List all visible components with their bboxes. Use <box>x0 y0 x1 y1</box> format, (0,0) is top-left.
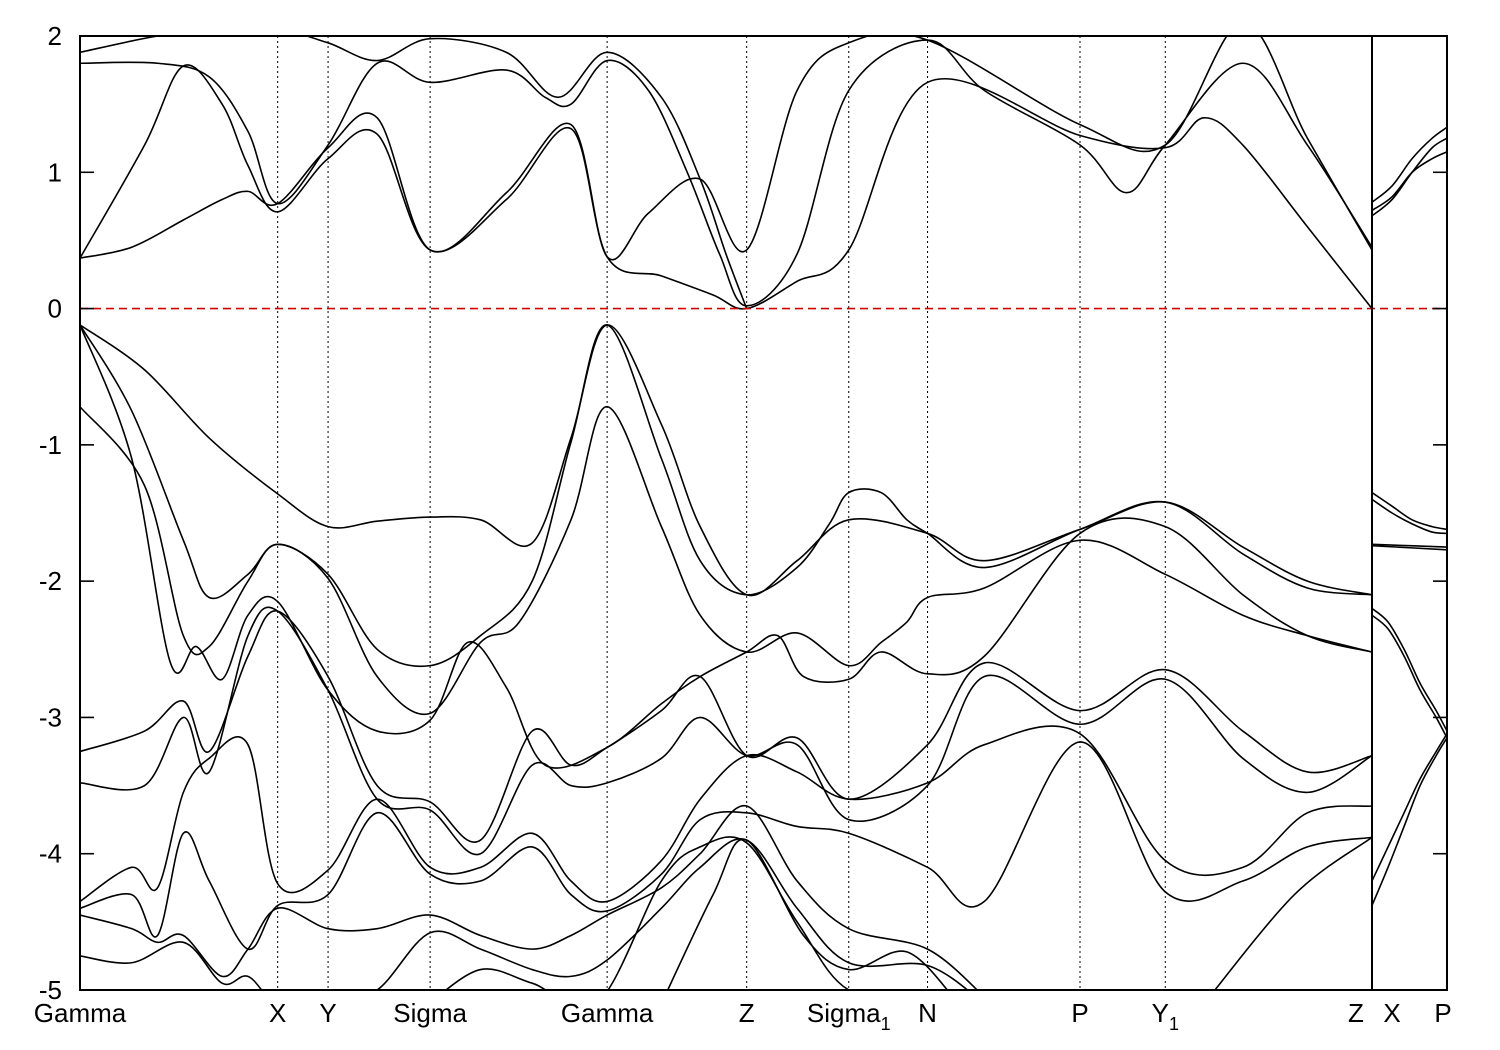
x-tick-label-3: Sigma <box>393 998 467 1028</box>
band-line-14 <box>444 836 851 990</box>
band-line-12 <box>80 805 979 990</box>
x-tick-label-0: Gamma <box>34 998 127 1028</box>
band-line-2 <box>80 39 1373 307</box>
band-line-23 <box>1371 544 1447 551</box>
band-line-15 <box>666 838 949 990</box>
band-line-13 <box>80 838 969 990</box>
x-tick-label-9: Y1 <box>1152 998 1179 1034</box>
plot-frame <box>79 35 1448 991</box>
band-line-6 <box>80 405 1373 716</box>
y-tick-label-3: -1 <box>39 430 62 460</box>
x-axis-tick-labels: Gamma X Y Sigma Gamma Z Sigma1 N P Y1 Z X P <box>34 998 1452 1034</box>
x-tick-label-2: Y <box>319 998 336 1028</box>
band-line-9 <box>80 606 1373 856</box>
band-line-3 <box>80 36 748 309</box>
y-tick-label-2: 0 <box>48 294 62 324</box>
x-tick-label-12: P <box>1434 998 1451 1028</box>
x-tick-label-4: Gamma <box>561 998 654 1028</box>
band-line-18 <box>1371 126 1447 203</box>
band-line-27 <box>1371 737 1447 906</box>
band-lines <box>80 36 1447 990</box>
y-tick-label-4: -2 <box>39 566 62 596</box>
band-line-8 <box>80 610 1373 843</box>
band-line-22 <box>1371 543 1447 548</box>
band-line-16 <box>1213 836 1373 990</box>
band-line-19 <box>1371 151 1447 212</box>
y-axis-ticks <box>80 35 1447 991</box>
band-line-25 <box>1371 614 1447 739</box>
band-line-7 <box>80 324 1373 769</box>
high-symmetry-lines <box>277 36 1373 990</box>
y-tick-label-7: -5 <box>39 975 62 1005</box>
y-axis-tick-labels: 2 1 0 -1 -2 -3 -4 -5 <box>39 21 62 1005</box>
x-tick-label-11: X <box>1383 998 1400 1028</box>
band-line-1 <box>80 64 1373 310</box>
band-line-21 <box>1371 498 1447 535</box>
band-line-24 <box>1371 607 1447 732</box>
band-line-4 <box>80 324 1373 597</box>
x-tick-label-10: Z <box>1348 998 1364 1028</box>
x-tick-label-5: Z <box>739 998 755 1028</box>
band-line-10 <box>80 725 1373 903</box>
x-tick-label-6: Sigma1 <box>807 998 891 1034</box>
y-tick-label-5: -3 <box>39 702 62 732</box>
band-line-20 <box>1371 491 1447 531</box>
y-tick-label-6: -4 <box>39 839 62 869</box>
band-line-26 <box>1371 733 1447 882</box>
y-tick-label-1: 1 <box>48 157 62 187</box>
y-tick-label-0: 2 <box>48 21 62 51</box>
band-line-5 <box>80 324 1373 668</box>
band-line-11 <box>80 741 1373 950</box>
x-tick-label-7: N <box>918 998 937 1028</box>
x-tick-label-8: P <box>1071 998 1088 1028</box>
x-tick-label-1: X <box>269 998 286 1028</box>
